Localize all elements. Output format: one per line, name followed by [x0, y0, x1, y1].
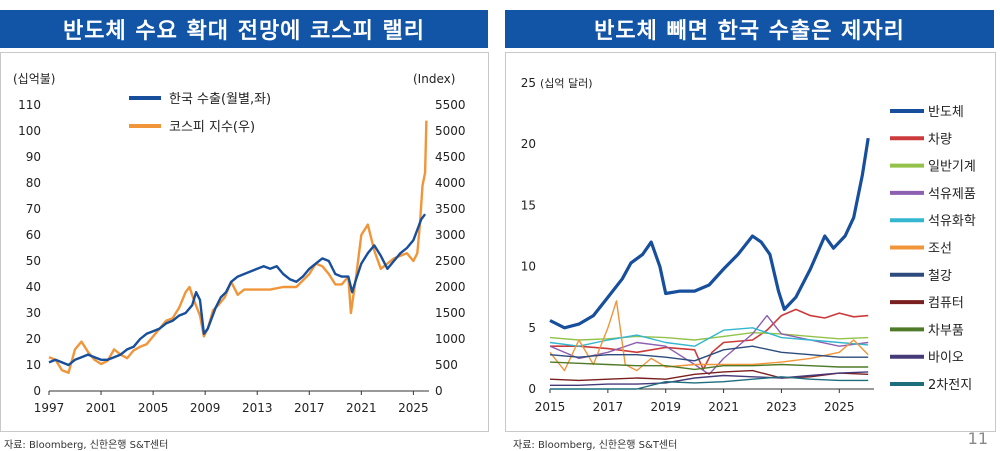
legend-label: 석유화학	[928, 214, 976, 229]
y-tick-label: 25	[521, 76, 536, 90]
left-y-tick-label: 60	[26, 228, 41, 242]
right-y-tick-label: 0	[435, 384, 443, 398]
right-chart-panel: 반도체 빼면 한국 수출은 제자리 0 5 10 15 20 25 2015 2017 2019…	[505, 0, 1000, 451]
left-y-tick-label: 110	[18, 98, 41, 112]
right-chart-frame: 0 5 10 15 20 25 2015 2017 2019 2021 2023 2025 (십억 달러…	[505, 52, 996, 432]
legend-label: 차부품	[928, 323, 964, 338]
right-y-tick-label: 5000	[435, 124, 466, 138]
left-chart-panel: 반도체 수요 확대 전망에 코스피 랠리 0 10 20 30 40 50 60 70 80 90…	[0, 0, 493, 451]
series-line	[549, 369, 869, 382]
left-axis-unit-label: (십억불)	[13, 72, 55, 86]
series-line	[549, 361, 869, 371]
legend-label: 바이오	[928, 351, 964, 366]
x-tick-label: 2013	[242, 401, 273, 415]
y-tick-label: 15	[521, 198, 536, 212]
series-line	[550, 371, 869, 386]
y-tick-label: 5	[528, 321, 536, 335]
right-y-tick-label: 2000	[435, 280, 466, 294]
y-tick-label: 10	[521, 260, 536, 274]
x-tick-label: 1997	[34, 401, 65, 415]
left-y-tick-label: 70	[26, 202, 41, 216]
series-line	[550, 308, 869, 371]
legend-label: 철강	[928, 269, 952, 284]
left-y-tick-label: 50	[26, 254, 41, 268]
x-tick-label: 2017	[294, 401, 325, 415]
x-tick-label: 2019	[650, 400, 681, 414]
series-line-kospi-index	[48, 120, 428, 374]
legend-label: 석유제품	[928, 187, 976, 202]
right-y-tick-label: 500	[435, 358, 458, 372]
legend-label: 코스피 지수(우)	[169, 120, 255, 135]
right-y-tick-label: 4500	[435, 150, 466, 164]
left-y-tick-label: 100	[18, 124, 41, 138]
right-y-tick-label: 5500	[435, 98, 466, 112]
right-y-tick-label: 4000	[435, 176, 466, 190]
series-line	[549, 137, 870, 330]
series-line	[550, 376, 869, 390]
legend-label: 일반기계	[928, 160, 976, 175]
right-y-tick-label: 3500	[435, 202, 466, 216]
y-tick-label: 0	[528, 382, 536, 396]
left-y-tick-label: 30	[26, 306, 41, 320]
x-tick-label: 2021	[346, 401, 377, 415]
x-tick-label: 2021	[708, 400, 739, 414]
right-y-tick-label: 2500	[435, 254, 466, 268]
left-source-note: 자료: Bloomberg, 신한은행 S&T센터	[4, 440, 169, 451]
left-chart-frame: 0 10 20 30 40 50 60 70 80 90 100 110 0 500 1000 1500 200…	[0, 52, 489, 432]
left-y-tick-label: 80	[26, 176, 41, 190]
x-tick-label: 2009	[190, 401, 221, 415]
series-line	[549, 345, 869, 362]
legend-label: 2차전지	[928, 378, 972, 393]
x-tick-label: 2015	[535, 400, 566, 414]
left-y-tick-label: 20	[26, 332, 41, 346]
x-tick-label: 2001	[86, 401, 117, 415]
x-tick-label: 2023	[766, 400, 797, 414]
series-line	[549, 300, 869, 372]
left-chart-title: 반도체 수요 확대 전망에 코스피 랠리	[0, 10, 488, 48]
page-number: 11	[967, 429, 988, 448]
right-chart-title: 반도체 빼면 한국 수출은 제자리	[505, 10, 994, 48]
legend-label: 차량	[928, 132, 952, 147]
x-tick-label: 2025	[824, 400, 855, 414]
left-y-tick-label: 0	[33, 384, 41, 398]
y-axis-unit-label: (십억 달러)	[540, 77, 593, 90]
x-tick-label: 2025	[398, 401, 429, 415]
right-y-tick-label: 1000	[435, 332, 466, 346]
x-tick-label: 2005	[138, 401, 169, 415]
left-chart-svg: 0 10 20 30 40 50 60 70 80 90 100 110 0 500 1000 1500 200…	[13, 72, 466, 415]
right-axis-unit-label: (Index)	[413, 72, 455, 86]
right-source-note: 자료: Bloomberg, 신한은행 S&T센터	[513, 440, 678, 451]
legend-label: 조선	[928, 242, 952, 257]
x-tick-label: 2017	[593, 400, 624, 414]
right-y-tick-label: 1500	[435, 306, 466, 320]
series-line-korea-exports	[48, 213, 427, 367]
left-y-tick-label: 40	[26, 280, 41, 294]
legend-label: 한국 수출(월별,좌)	[169, 92, 271, 107]
y-tick-label: 20	[521, 137, 536, 151]
legend-label: 반도체	[928, 105, 964, 120]
left-y-tick-label: 90	[26, 150, 41, 164]
right-y-tick-label: 3000	[435, 228, 466, 242]
legend-label: 컴퓨터	[928, 296, 964, 311]
left-y-tick-label: 10	[26, 358, 41, 372]
